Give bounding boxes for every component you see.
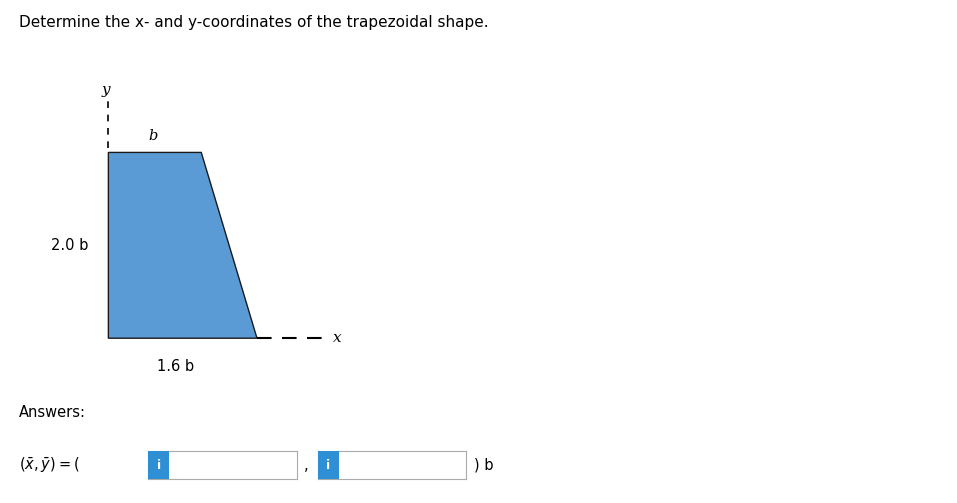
Text: 1.6 b: 1.6 b bbox=[157, 359, 194, 374]
Text: $(\bar{x}, \bar{y}) = ($: $(\bar{x}, \bar{y}) = ($ bbox=[19, 456, 79, 475]
Text: x: x bbox=[333, 331, 342, 345]
Text: Answers:: Answers: bbox=[19, 405, 86, 420]
Text: i: i bbox=[326, 459, 330, 472]
Text: 2.0 b: 2.0 b bbox=[51, 238, 88, 253]
Text: ,: , bbox=[303, 458, 308, 473]
Text: b: b bbox=[148, 129, 158, 143]
Text: y: y bbox=[101, 82, 110, 97]
Text: i: i bbox=[157, 459, 161, 472]
Polygon shape bbox=[108, 152, 257, 338]
Text: Determine the x- and y-coordinates of the trapezoidal shape.: Determine the x- and y-coordinates of th… bbox=[19, 15, 489, 30]
Text: ) b: ) b bbox=[474, 458, 493, 473]
